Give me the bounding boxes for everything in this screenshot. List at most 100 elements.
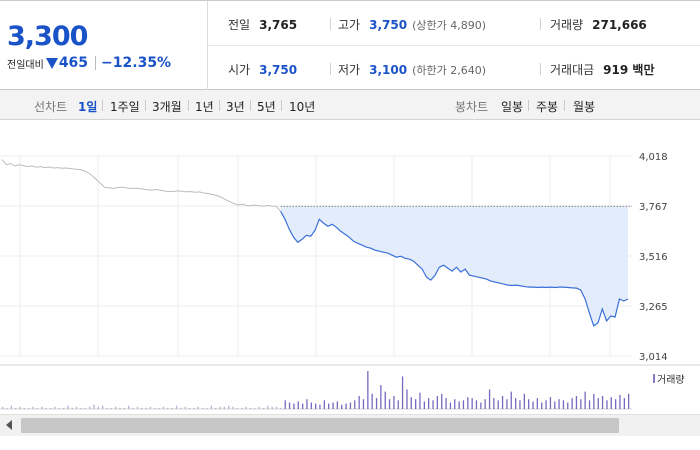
scroll-thumb[interactable] bbox=[21, 418, 619, 433]
volume-bar bbox=[75, 406, 78, 409]
chart-scrollbar[interactable] bbox=[0, 414, 700, 436]
volume-bar bbox=[293, 403, 295, 409]
volume-bar bbox=[223, 406, 225, 409]
y-tick-label: 4,018 bbox=[639, 152, 668, 163]
volume-bar bbox=[110, 407, 112, 409]
volume-bar bbox=[619, 394, 621, 409]
divider bbox=[564, 100, 565, 111]
volume-bar bbox=[184, 406, 186, 409]
upper-limit: (상한가 4,890) bbox=[412, 18, 486, 32]
volume-bar bbox=[423, 401, 425, 409]
pre-market-line bbox=[1, 159, 282, 212]
tab-monthly-candle[interactable]: 월봉 bbox=[573, 100, 596, 114]
open-label: 시가 bbox=[228, 63, 251, 77]
volume-bar bbox=[97, 406, 99, 409]
volume-bar bbox=[336, 401, 338, 409]
volume-bar bbox=[388, 399, 391, 409]
volume-bar bbox=[106, 407, 108, 409]
volume-bar bbox=[428, 398, 430, 409]
tab-daily-candle[interactable]: 일봉 bbox=[501, 100, 524, 114]
volume-bar bbox=[23, 407, 25, 409]
volume-bar bbox=[606, 400, 608, 409]
volume-bar bbox=[528, 399, 530, 409]
volume-bar bbox=[541, 402, 543, 409]
volume-bar bbox=[154, 407, 156, 409]
low-price: 저가 3,100 (하한가 2,640) bbox=[338, 61, 486, 78]
candle-chart-label: 봉차트 bbox=[455, 100, 489, 114]
y-tick-label: 3,014 bbox=[639, 352, 668, 363]
volume-bar bbox=[475, 400, 478, 409]
volume-bar bbox=[454, 399, 456, 409]
volume-bar bbox=[219, 406, 221, 409]
volume-bar bbox=[275, 406, 278, 409]
tab-5y[interactable]: 5년 bbox=[257, 100, 276, 114]
low-value: 3,100 bbox=[369, 62, 408, 77]
volume-bar bbox=[180, 407, 182, 409]
volume-bar bbox=[545, 400, 547, 409]
tab-3m[interactable]: 3개월 bbox=[152, 100, 182, 114]
volume-bar bbox=[519, 400, 521, 409]
tab-10y[interactable]: 10년 bbox=[289, 100, 316, 114]
volume-bar bbox=[332, 402, 334, 409]
volume-bar bbox=[280, 407, 282, 409]
tab-1y[interactable]: 1년 bbox=[195, 100, 214, 114]
volume-bar bbox=[210, 405, 212, 409]
volume-bar bbox=[323, 400, 325, 409]
scroll-left-arrow-icon[interactable] bbox=[6, 420, 12, 430]
current-price: 3,300 bbox=[7, 21, 88, 52]
volume-label: 거래량 bbox=[550, 18, 584, 32]
volume-bar bbox=[588, 400, 591, 409]
volume-bar bbox=[549, 397, 552, 409]
volume-bar bbox=[167, 407, 169, 409]
volume-bar bbox=[206, 407, 208, 409]
volume-bar bbox=[158, 407, 160, 409]
volume: 거래량 271,666 bbox=[550, 16, 647, 33]
divider bbox=[250, 100, 251, 111]
volume-bar bbox=[432, 400, 434, 409]
divider bbox=[281, 100, 282, 111]
volume-bar bbox=[401, 376, 404, 409]
amount-value: 919 백만 bbox=[603, 63, 655, 77]
volume-bar bbox=[319, 404, 321, 409]
volume-bar bbox=[123, 407, 125, 409]
volume-bar bbox=[149, 406, 152, 409]
volume-bar bbox=[593, 393, 595, 409]
volume-bar bbox=[15, 407, 17, 409]
volume-bar bbox=[441, 393, 443, 409]
volume-bar bbox=[171, 407, 173, 409]
volume-bar bbox=[397, 400, 399, 409]
volume-bar bbox=[562, 400, 565, 409]
volume-legend: 거래량 bbox=[653, 371, 685, 386]
volume-bar bbox=[2, 406, 4, 409]
volume-bar bbox=[523, 393, 525, 409]
volume-bar bbox=[597, 398, 599, 409]
divider bbox=[330, 63, 331, 75]
volume-bar bbox=[249, 407, 252, 409]
change-label: 전일대비 bbox=[7, 59, 44, 71]
tab-weekly-candle[interactable]: 주봉 bbox=[536, 100, 559, 114]
volume-bar bbox=[306, 399, 308, 409]
lower-limit: (하한가 2,640) bbox=[412, 63, 486, 77]
volume-bar bbox=[262, 407, 265, 409]
volume-bar bbox=[84, 407, 86, 409]
price-line bbox=[280, 211, 629, 327]
tab-1d[interactable]: 1일 bbox=[78, 100, 98, 114]
row-divider bbox=[208, 45, 700, 46]
volume-bar bbox=[462, 400, 465, 409]
tab-1w[interactable]: 1주일 bbox=[110, 100, 140, 114]
tab-3y[interactable]: 3년 bbox=[226, 100, 245, 114]
volume-bar bbox=[393, 396, 395, 409]
prev-close: 전일 3,765 bbox=[228, 16, 297, 33]
volume-bar bbox=[532, 401, 534, 409]
volume-bar bbox=[132, 407, 134, 409]
volume-bar bbox=[215, 407, 217, 409]
volume-bar bbox=[349, 402, 352, 409]
volume-bar bbox=[354, 400, 356, 409]
volume-bar bbox=[536, 398, 538, 409]
divider bbox=[219, 100, 220, 111]
price-chart[interactable]: 4,018 3,767 3,516 3,265 3,014 bbox=[0, 120, 700, 414]
volume-bar bbox=[241, 407, 243, 409]
volume-bar bbox=[245, 406, 247, 409]
volume-bar bbox=[45, 407, 47, 409]
price-area-fill bbox=[280, 206, 628, 326]
